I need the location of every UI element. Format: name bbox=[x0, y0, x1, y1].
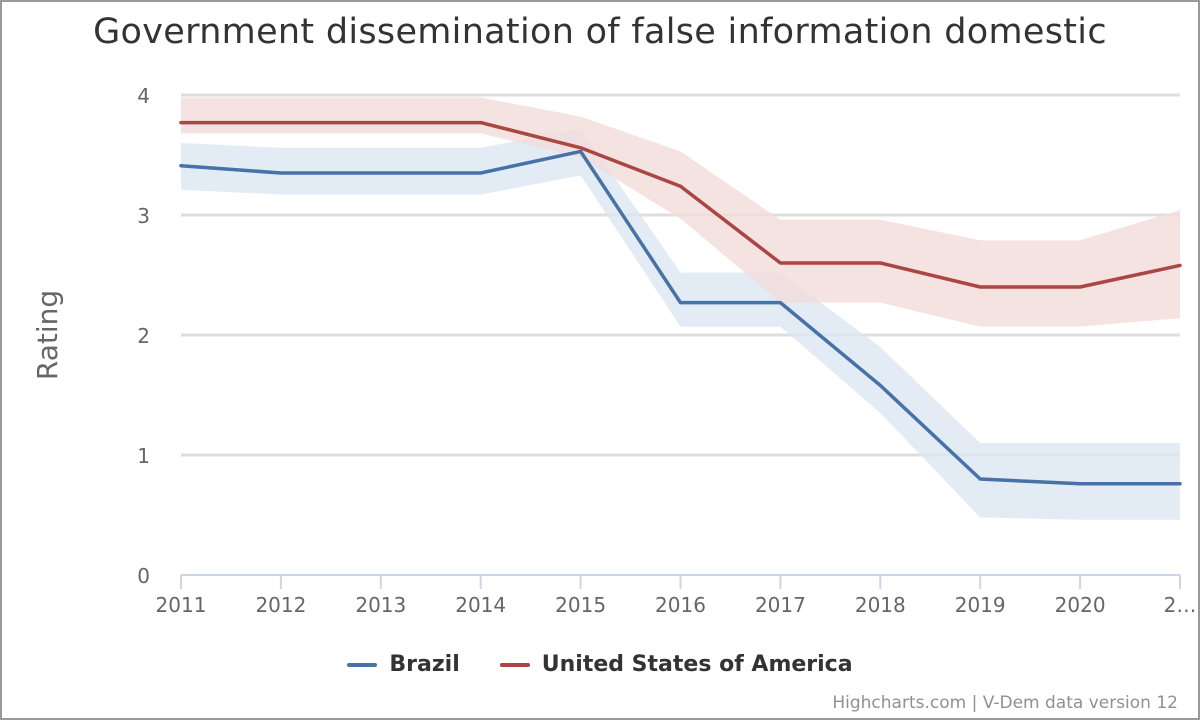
legend-label-brazil: Brazil bbox=[389, 652, 460, 677]
series-line-brazil[interactable] bbox=[179, 149, 1182, 486]
legend-swatch-usa bbox=[499, 662, 530, 667]
y-tick-label-0: 0 bbox=[137, 564, 150, 588]
x-tick-label-2016: 2016 bbox=[655, 593, 706, 617]
x-tick-label-2017: 2017 bbox=[755, 593, 806, 617]
legend: Brazil United States of America bbox=[0, 652, 1200, 677]
x-tick-label-2020: 2020 bbox=[1055, 593, 1106, 617]
legend-swatch-brazil bbox=[347, 662, 378, 667]
legend-item-usa[interactable]: United States of America bbox=[499, 652, 853, 677]
x-tick-label-2019: 2019 bbox=[955, 593, 1006, 617]
x-tick-label-2014: 2014 bbox=[455, 593, 506, 617]
y-tick-label-1: 1 bbox=[137, 444, 150, 468]
x-tick-label-2018: 2018 bbox=[855, 593, 906, 617]
x-tick-label-2013: 2013 bbox=[355, 593, 406, 617]
y-axis-label: Rating bbox=[31, 290, 64, 380]
chart-title: Government dissemination of false inform… bbox=[93, 12, 1107, 52]
y-tick-label-3: 3 bbox=[137, 204, 150, 228]
y-tick-label-2: 2 bbox=[137, 324, 150, 348]
x-tick-label-2021: 2… bbox=[1164, 593, 1197, 617]
x-tick-label-2011: 2011 bbox=[156, 593, 207, 617]
legend-item-brazil[interactable]: Brazil bbox=[347, 652, 460, 677]
x-tick-label-2012: 2012 bbox=[255, 593, 306, 617]
credits-text[interactable]: Highcharts.com | V-Dem data version 12 bbox=[832, 693, 1178, 713]
x-tick-label-2015: 2015 bbox=[555, 593, 606, 617]
confidence-band-usa bbox=[181, 97, 1180, 327]
series-line-usa[interactable] bbox=[179, 120, 1182, 289]
y-tick-label-4: 4 bbox=[137, 84, 150, 108]
confidence-band-brazil bbox=[181, 128, 1180, 520]
legend-label-usa: United States of America bbox=[541, 652, 853, 677]
